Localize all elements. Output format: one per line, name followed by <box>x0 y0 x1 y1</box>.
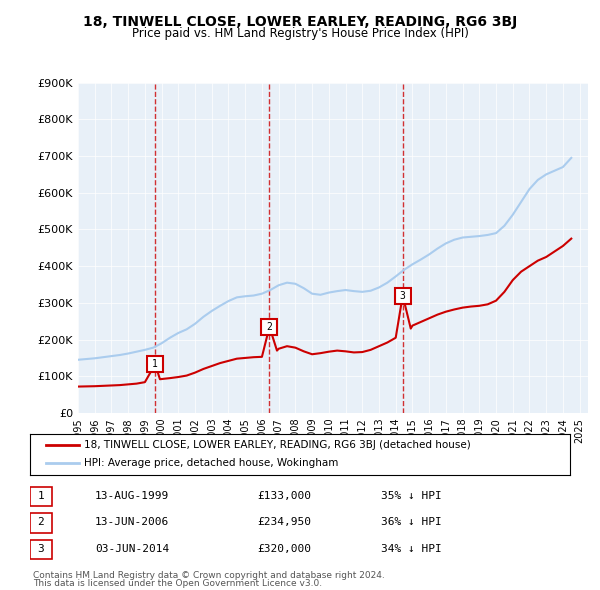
Text: HPI: Average price, detached house, Wokingham: HPI: Average price, detached house, Woki… <box>84 458 338 468</box>
FancyBboxPatch shape <box>30 513 52 533</box>
Text: £133,000: £133,000 <box>257 491 311 500</box>
Text: 13-JUN-2006: 13-JUN-2006 <box>95 517 169 527</box>
Text: Price paid vs. HM Land Registry's House Price Index (HPI): Price paid vs. HM Land Registry's House … <box>131 27 469 40</box>
Text: 3: 3 <box>37 544 44 553</box>
Text: 03-JUN-2014: 03-JUN-2014 <box>95 544 169 553</box>
Text: 1: 1 <box>37 491 44 500</box>
FancyBboxPatch shape <box>30 540 52 559</box>
Text: 34% ↓ HPI: 34% ↓ HPI <box>381 544 442 553</box>
Text: Contains HM Land Registry data © Crown copyright and database right 2024.: Contains HM Land Registry data © Crown c… <box>33 571 385 579</box>
FancyBboxPatch shape <box>30 487 52 506</box>
Text: This data is licensed under the Open Government Licence v3.0.: This data is licensed under the Open Gov… <box>33 579 322 588</box>
Text: £320,000: £320,000 <box>257 544 311 553</box>
Text: 3: 3 <box>400 290 406 300</box>
Text: 18, TINWELL CLOSE, LOWER EARLEY, READING, RG6 3BJ (detached house): 18, TINWELL CLOSE, LOWER EARLEY, READING… <box>84 440 471 450</box>
Text: 2: 2 <box>37 517 44 527</box>
Text: £234,950: £234,950 <box>257 517 311 527</box>
Text: 18, TINWELL CLOSE, LOWER EARLEY, READING, RG6 3BJ: 18, TINWELL CLOSE, LOWER EARLEY, READING… <box>83 15 517 29</box>
Text: 35% ↓ HPI: 35% ↓ HPI <box>381 491 442 500</box>
Text: 13-AUG-1999: 13-AUG-1999 <box>95 491 169 500</box>
Text: 36% ↓ HPI: 36% ↓ HPI <box>381 517 442 527</box>
Text: 2: 2 <box>266 322 272 332</box>
Text: 1: 1 <box>152 359 158 369</box>
